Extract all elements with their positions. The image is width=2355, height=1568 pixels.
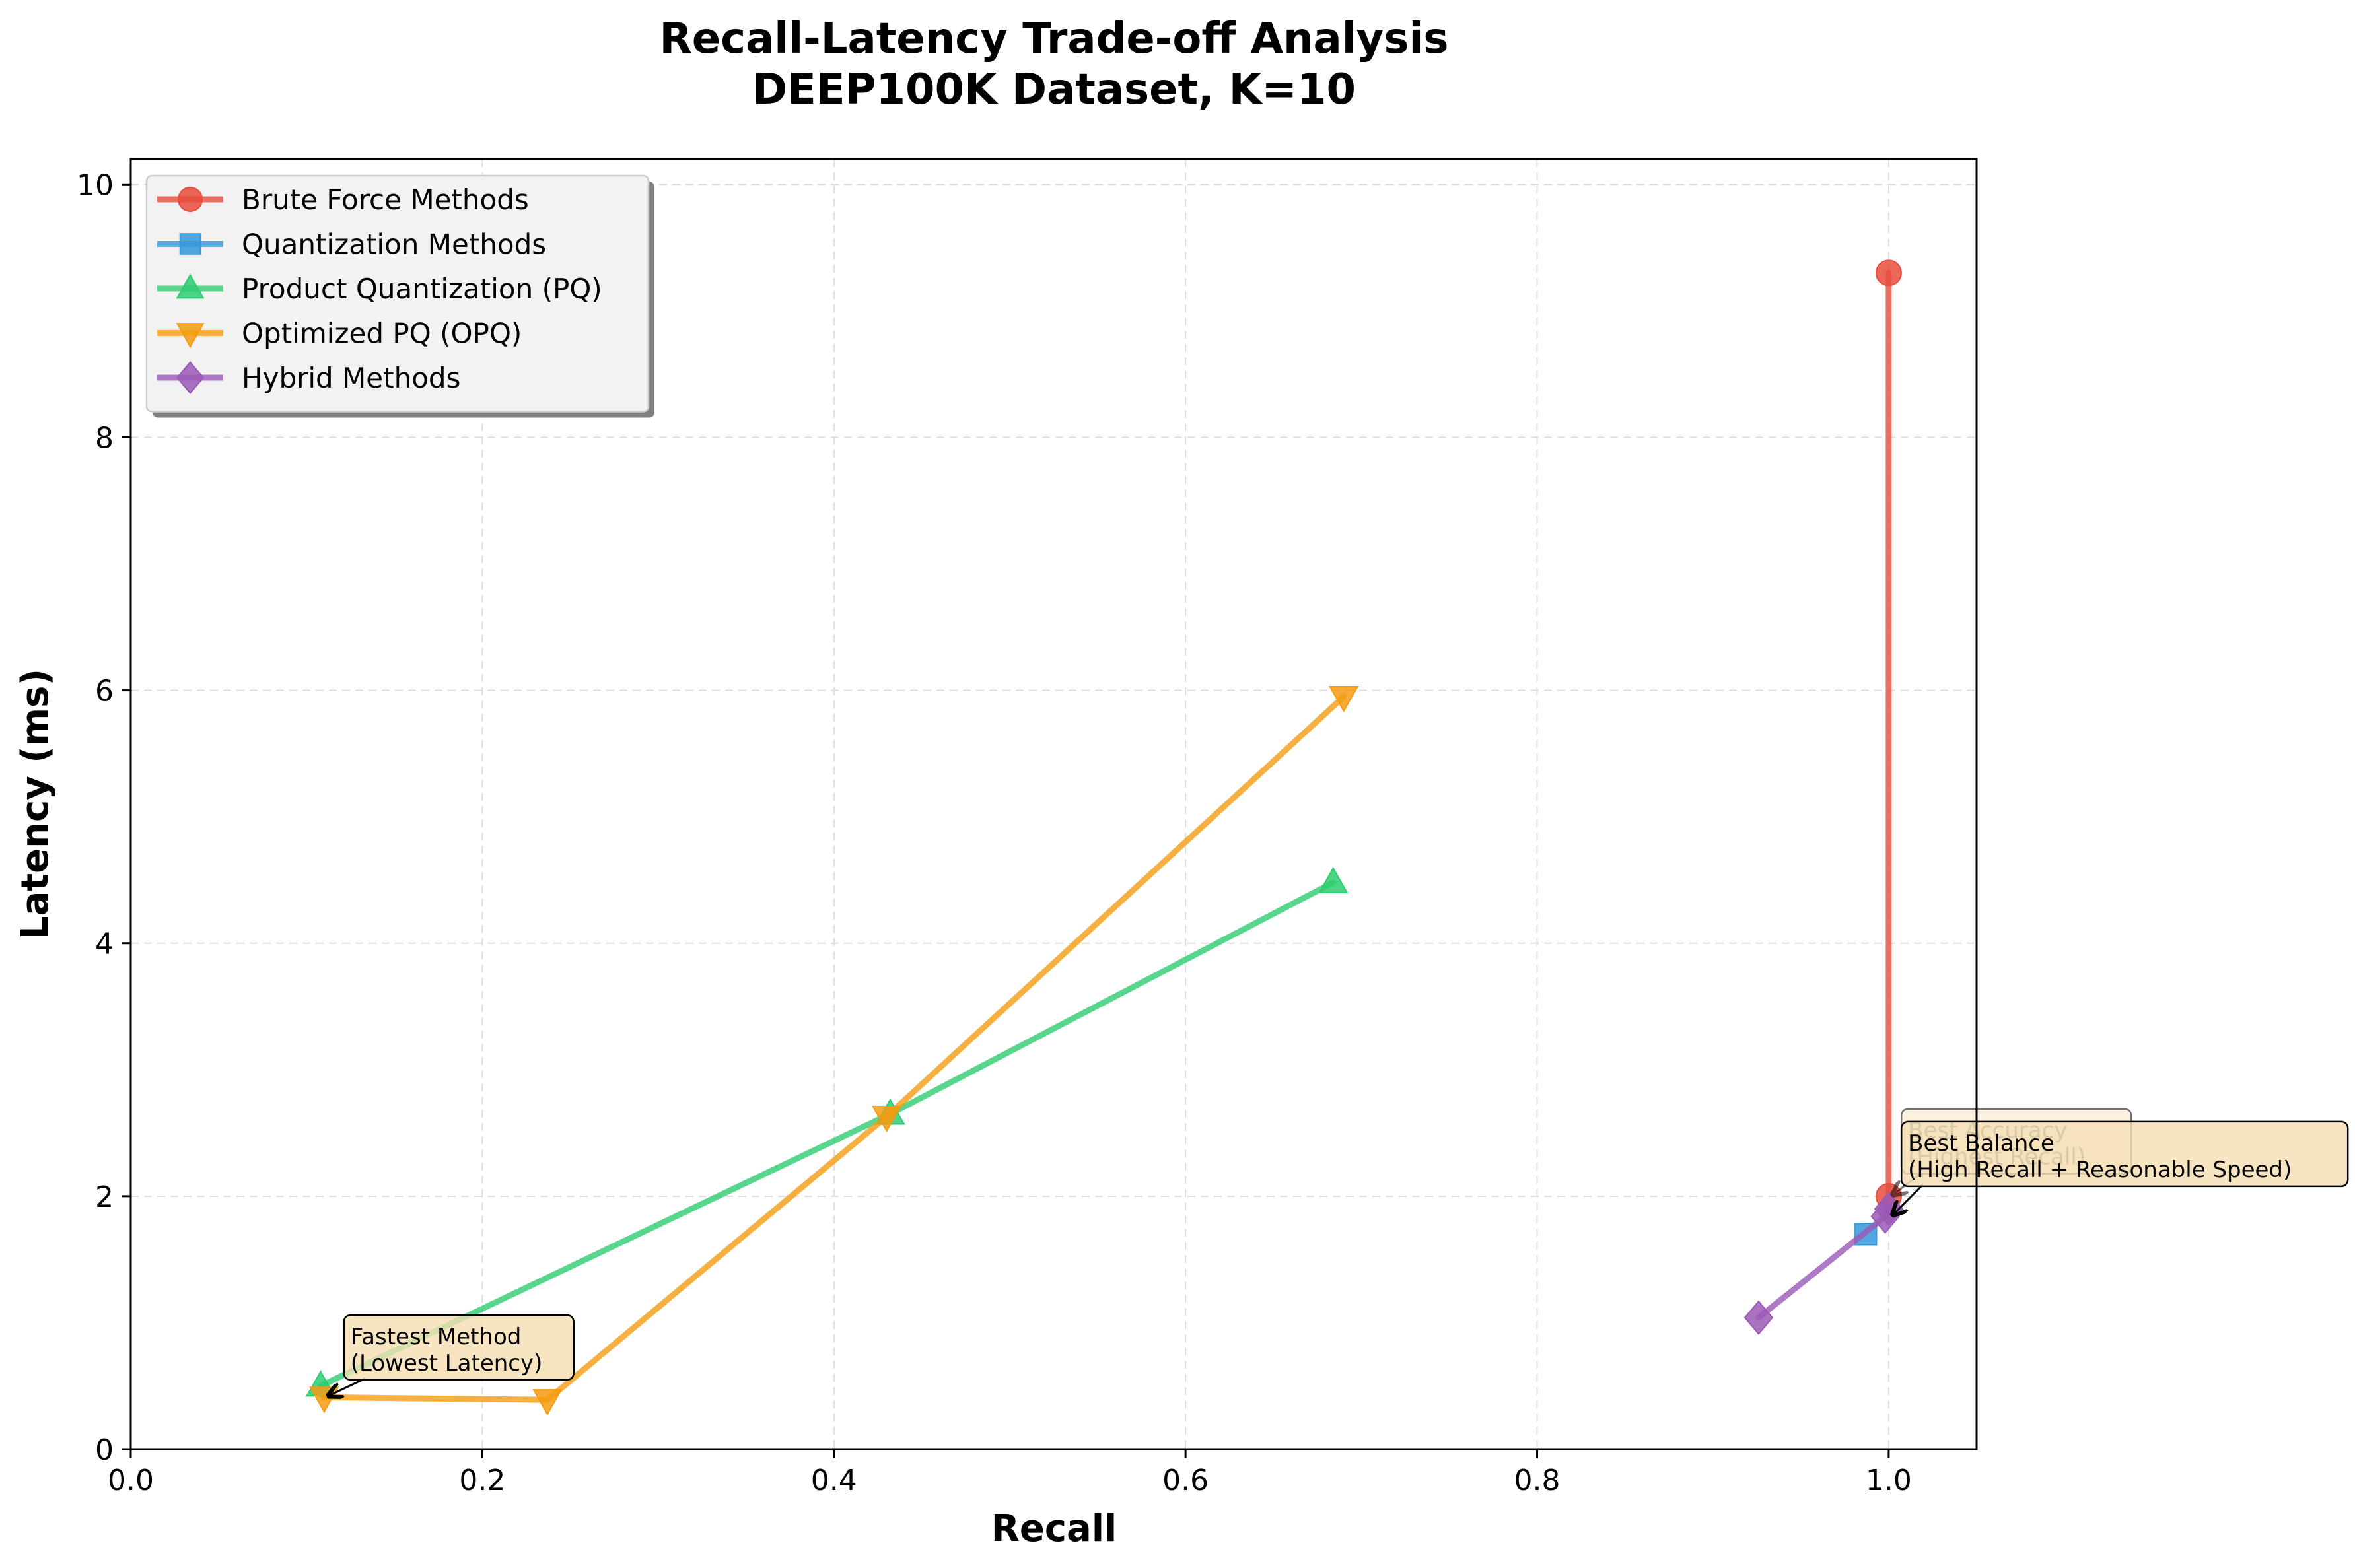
- legend-label: Brute Force Methods: [242, 184, 529, 216]
- annotation-2: Best Balance(High Recall + Reasonable Sp…: [1893, 1120, 2349, 1215]
- legend-label: Optimized PQ (OPQ): [242, 318, 522, 350]
- x-tick-label: 0.8: [1514, 1464, 1561, 1497]
- annotation-box: [1900, 1120, 2349, 1188]
- chart-subtitle: DEEP100K Dataset, K=10: [752, 65, 1356, 114]
- legend-item: Brute Force Methods: [157, 184, 529, 216]
- x-axis-label: Recall: [991, 1507, 1117, 1550]
- axis-ticks: 0.0 0.2 0.4 0.6 0.8 1.0 0 2 4 6 8 10: [77, 168, 1912, 1497]
- annotation-text: Fastest Method: [351, 1324, 522, 1350]
- data-point: [1743, 1300, 1774, 1336]
- x-tick-label: 0.4: [811, 1464, 857, 1497]
- legend-item: Optimized PQ (OPQ): [157, 318, 522, 350]
- data-point: [1875, 259, 1902, 287]
- annotation-arrow: [1893, 1184, 1924, 1215]
- annotation-arrow: [328, 1377, 366, 1396]
- legend-item: Hybrid Methods: [157, 361, 460, 394]
- data-point: [1329, 685, 1359, 713]
- series-layer: [305, 259, 1904, 1416]
- legend-marker: [176, 323, 205, 349]
- x-tick-label: 0.0: [108, 1464, 154, 1497]
- chart-title: Recall-Latency Trade-off Analysis: [659, 15, 1448, 63]
- annotation-0: Fastest Method(Lowest Latency): [328, 1314, 575, 1396]
- legend-item: Product Quantization (PQ): [157, 273, 602, 305]
- y-tick-label: 2: [95, 1180, 114, 1214]
- series-3: [309, 685, 1359, 1416]
- y-tick-label: 4: [95, 928, 114, 961]
- annotation-text: (High Recall + Reasonable Speed): [1908, 1157, 2292, 1183]
- legend-label: Hybrid Methods: [242, 362, 460, 394]
- series-line: [321, 693, 1347, 1403]
- x-tick-label: 1.0: [1866, 1464, 1912, 1497]
- annotation-text: Best Balance: [1908, 1130, 2055, 1157]
- legend-item: Quantization Methods: [157, 228, 546, 261]
- legend-marker: [176, 273, 205, 299]
- data-point: [532, 1389, 563, 1416]
- legend-marker: [179, 233, 201, 255]
- y-tick-label: 10: [77, 168, 114, 202]
- x-tick-label: 0.2: [459, 1464, 505, 1497]
- data-point: [872, 1105, 902, 1133]
- legend-marker: [178, 187, 203, 212]
- y-tick-label: 0: [95, 1433, 114, 1467]
- legend-marker: [176, 361, 205, 394]
- y-tick-label: 8: [95, 421, 114, 455]
- annotation-text: (Lowest Latency): [351, 1350, 543, 1377]
- legend-label: Product Quantization (PQ): [242, 273, 602, 305]
- legend: Brute Force Methods Quantization Methods P…: [145, 174, 654, 418]
- annotations: Fastest Method(Lowest Latency)Best Accur…: [328, 1108, 2349, 1396]
- y-axis-label: Latency (ms): [14, 669, 57, 939]
- legend-box: [145, 174, 650, 413]
- y-tick-label: 6: [95, 675, 114, 708]
- x-tick-label: 0.6: [1162, 1464, 1209, 1497]
- plot-frame: [129, 158, 1978, 1450]
- data-point: [1318, 866, 1349, 893]
- legend-label: Quantization Methods: [242, 228, 546, 261]
- annotation-box: [343, 1314, 575, 1381]
